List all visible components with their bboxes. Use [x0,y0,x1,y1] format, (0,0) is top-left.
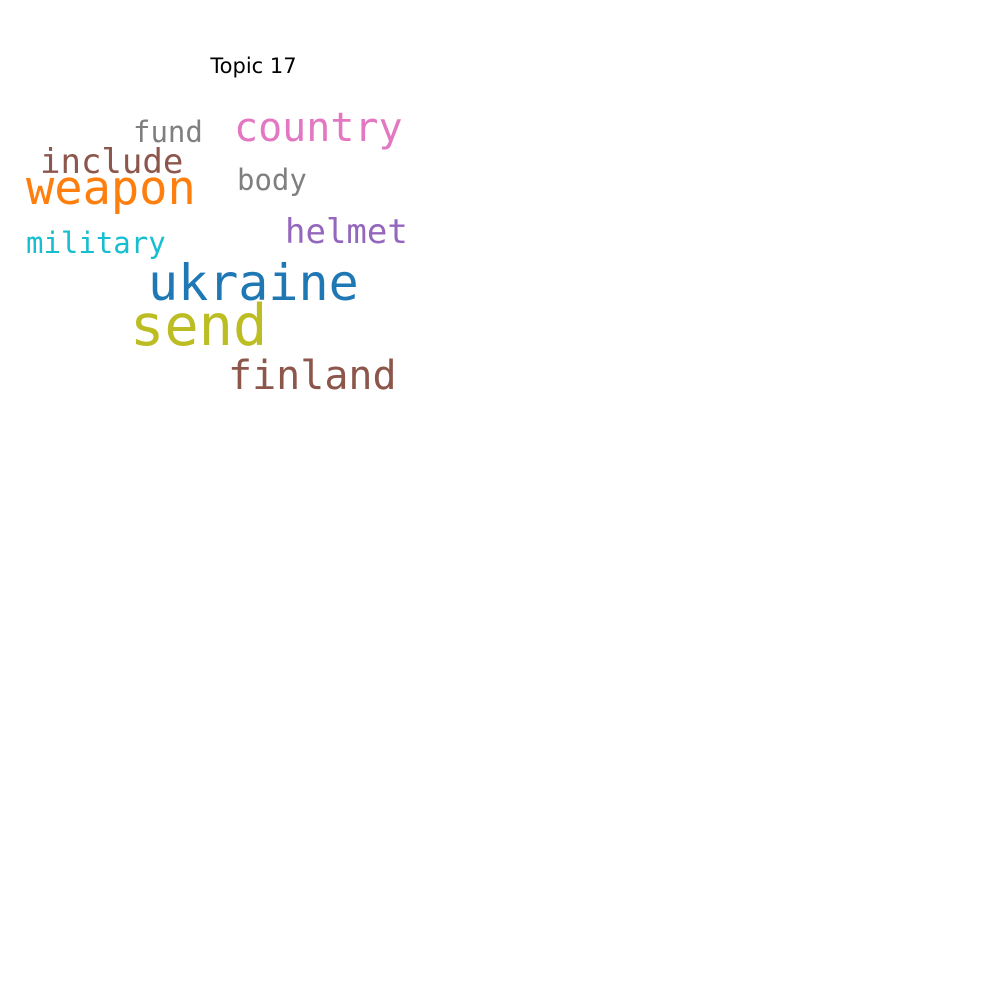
word-body: body [237,163,307,197]
word-send: send [130,293,268,359]
word-weapon: weapon [26,161,196,216]
word-helmet: helmet [285,212,408,252]
word-military: military [26,226,166,260]
word-finland: finland [228,353,397,399]
word-cloud: country fund include weapon body helmet … [0,0,507,420]
word-country: country [234,105,403,151]
word-include: include [40,142,184,182]
figure-title: Topic 17 [210,54,297,78]
word-ukraine: ukraine [148,254,359,312]
word-fund: fund [133,115,203,149]
